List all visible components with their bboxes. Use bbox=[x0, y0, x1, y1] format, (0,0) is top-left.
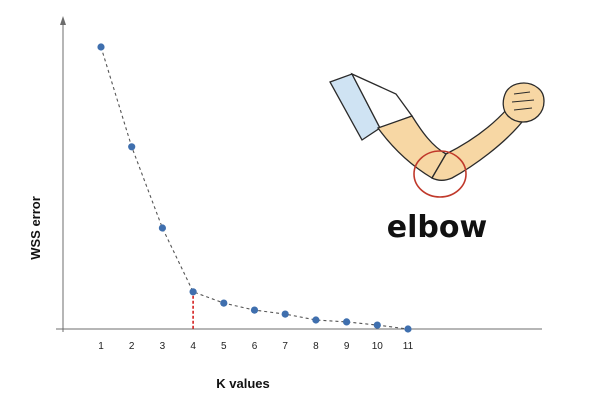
data-point-k8 bbox=[312, 316, 320, 324]
x-tick-label: 9 bbox=[344, 341, 350, 352]
data-point-k2 bbox=[128, 143, 136, 151]
y-axis bbox=[60, 16, 66, 332]
x-tick-labels: 1 2 3 4 5 6 7 8 9 10 11 bbox=[98, 341, 413, 352]
points-group bbox=[97, 43, 412, 333]
data-point-k11 bbox=[404, 325, 412, 333]
x-tick-label: 2 bbox=[129, 341, 135, 352]
data-point-k3 bbox=[158, 224, 166, 232]
x-tick-label: 7 bbox=[282, 341, 288, 352]
data-point-k9 bbox=[343, 318, 351, 326]
y-axis-arrow-icon bbox=[60, 16, 66, 25]
elbow-illustration: elbow bbox=[329, 72, 545, 245]
data-point-k1 bbox=[97, 43, 105, 51]
data-point-k4 bbox=[189, 288, 197, 296]
x-tick-label: 3 bbox=[160, 341, 166, 352]
bent-arm-elbow-icon bbox=[329, 72, 545, 181]
data-point-k5 bbox=[220, 299, 228, 307]
x-tick-label: 8 bbox=[313, 341, 319, 352]
x-tick-label: 6 bbox=[252, 341, 258, 352]
data-point-k6 bbox=[250, 306, 259, 314]
data-point-k7 bbox=[281, 310, 289, 318]
elbow-label: elbow bbox=[387, 210, 487, 245]
x-tick-label: 11 bbox=[403, 341, 414, 352]
elbow-highlight-circle bbox=[413, 150, 467, 198]
x-tick-label: 1 bbox=[98, 341, 104, 352]
x-tick-label: 10 bbox=[372, 341, 384, 352]
x-axis-title: K values bbox=[216, 376, 269, 391]
x-tick-label: 5 bbox=[221, 341, 227, 352]
y-axis-title: WSS error bbox=[28, 196, 43, 260]
data-point-k10 bbox=[373, 321, 381, 329]
x-tick-label: 4 bbox=[190, 341, 196, 352]
